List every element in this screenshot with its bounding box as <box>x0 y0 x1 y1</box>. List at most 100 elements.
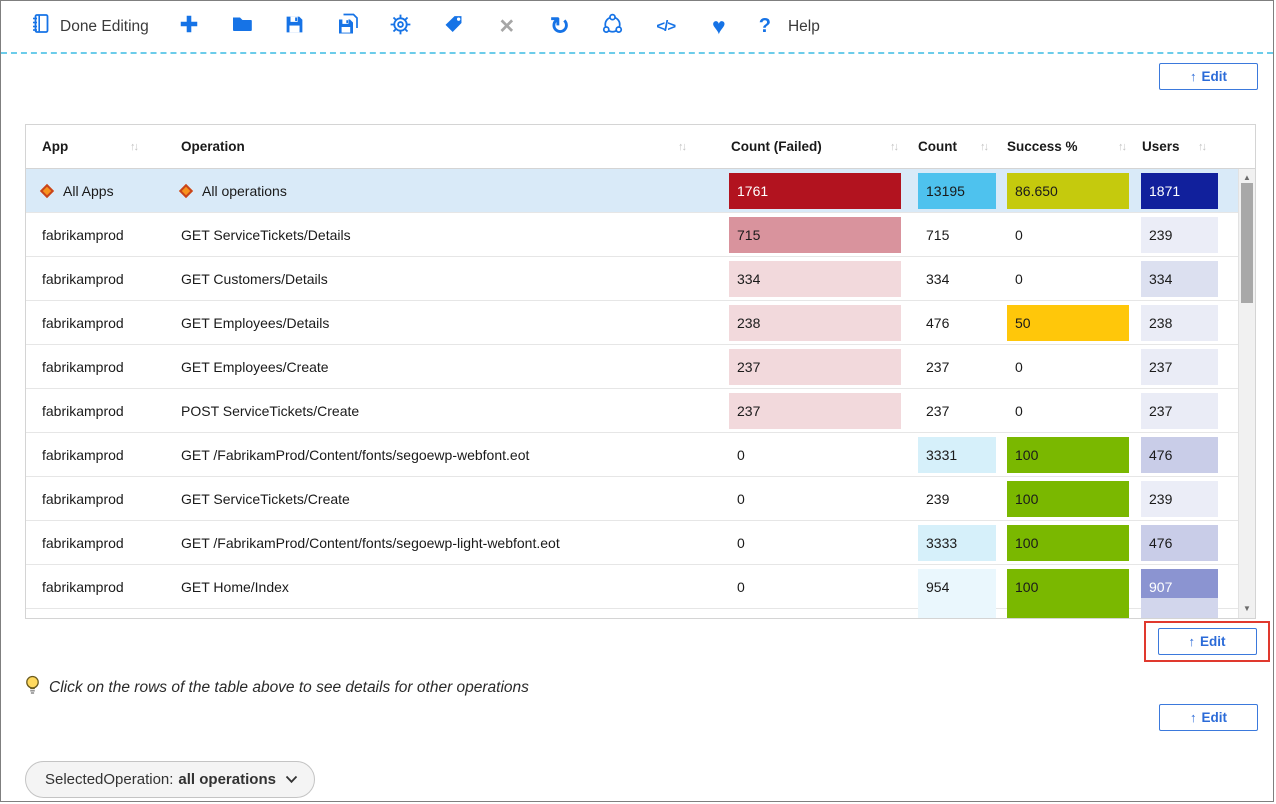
heatmap-bar: 0 <box>1015 402 1023 419</box>
open-button[interactable] <box>229 14 255 40</box>
sort-icon[interactable]: ↑↓ <box>130 140 139 153</box>
operation-cell: POST ServiceTickets/Create <box>167 389 721 432</box>
share-nodes-icon <box>601 13 624 41</box>
heatmap-bar: 715 <box>729 216 901 253</box>
edit-table-button[interactable]: ↑ Edit <box>1159 63 1258 90</box>
sort-icon[interactable]: ↑↓ <box>890 140 899 153</box>
table-scrollbar[interactable]: ▲ ▼ <box>1238 169 1255 618</box>
table-row[interactable]: fabrikamprod GET ServiceTickets/Details 71… <box>26 213 1255 257</box>
column-label: Count (Failed) <box>731 139 822 154</box>
settings-gear-icon <box>389 13 412 41</box>
success-cell: 0 <box>1001 389 1133 432</box>
save-as-button[interactable] <box>335 13 361 40</box>
settings-button[interactable] <box>388 14 414 40</box>
count-cell: 3331 <box>909 433 1001 476</box>
failed-cell: 0 <box>721 521 909 564</box>
scroll-down-icon[interactable]: ▼ <box>1243 604 1251 613</box>
app-label: fabrikamprod <box>42 402 124 419</box>
app-label: fabrikamprod <box>42 226 124 243</box>
edit-highlighted-button[interactable]: ↑ Edit <box>1157 628 1257 655</box>
table-row[interactable]: All Apps All operations 1761 13195 86.650 187… <box>26 169 1255 213</box>
app-cell: fabrikamprod <box>26 477 167 520</box>
heatmap-bar <box>918 597 996 618</box>
success-cell: 0 <box>1001 257 1133 300</box>
failed-cell: 237 <box>721 389 909 432</box>
favorite-button[interactable]: ♥ <box>706 14 732 40</box>
operations-table: App ↑↓ Operation ↑↓ Count (Failed) ↑↓ Count ↑↓ S… <box>25 124 1256 619</box>
app-label: fabrikamprod <box>42 358 124 375</box>
failed-cell: 334 <box>721 257 909 300</box>
table-row[interactable]: fabrikamprod GET ServiceTickets/Create 0 23… <box>26 477 1255 521</box>
save-icon <box>284 14 305 40</box>
heatmap-bar: 239 <box>1141 480 1218 517</box>
app-cell: fabrikamprod <box>26 521 167 564</box>
scrollbar-thumb[interactable] <box>1241 183 1253 303</box>
heatmap-bar: 3333 <box>918 524 996 561</box>
operation-label: GET Customers/Details <box>181 270 328 287</box>
success-cell: 0 <box>1001 345 1133 388</box>
count-cell: 237 <box>909 345 1001 388</box>
heatmap-bar: 0 <box>737 446 745 463</box>
tip-text-row: Click on the rows of the table above to … <box>25 675 529 701</box>
heatmap-bar: 476 <box>1141 436 1218 473</box>
refresh-button[interactable]: ↻ <box>547 14 573 40</box>
heatmap-bar: 0 <box>737 534 745 551</box>
column-header-operation[interactable]: Operation ↑↓ <box>167 125 721 168</box>
heatmap-bar: 100 <box>1007 436 1129 473</box>
app-cell: fabrikamprod <box>26 301 167 344</box>
users-cell: 476 <box>1133 521 1227 564</box>
chevron-down-icon <box>276 771 298 788</box>
column-header-app[interactable]: App ↑↓ <box>26 125 167 168</box>
count-cell: 237 <box>909 389 1001 432</box>
operation-cell: GET /FabrikamProd/Content/fonts/segoewp-… <box>167 521 721 564</box>
done-editing-button[interactable]: Done Editing <box>31 13 149 40</box>
table-row[interactable]: fabrikamprod GET /FabrikamProd/Content/fo… <box>26 433 1255 477</box>
app-label: fabrikamprod <box>42 270 124 287</box>
column-label: Operation <box>181 139 245 154</box>
app-cell: fabrikamprod <box>26 565 167 608</box>
sort-icon[interactable]: ↑↓ <box>980 140 989 153</box>
heatmap-bar: 237 <box>926 402 950 419</box>
advanced-editor-button[interactable]: </> <box>653 14 679 40</box>
app-label: fabrikamprod <box>42 314 124 331</box>
table-row[interactable]: fabrikamprod GET Employees/Create 237 237 0 2… <box>26 345 1255 389</box>
app-cell: fabrikamprod <box>26 389 167 432</box>
operation-label: GET /FabrikamProd/Content/fonts/segoewp-… <box>181 446 530 463</box>
edit-tip-section-button[interactable]: ↑ Edit <box>1159 704 1258 731</box>
operation-cell: GET Employees/Create <box>167 345 721 388</box>
tag-button[interactable] <box>441 14 467 40</box>
sort-icon[interactable]: ↑↓ <box>1198 140 1207 153</box>
heatmap-bar: 0 <box>1015 358 1023 375</box>
header-spacer <box>1227 125 1255 168</box>
add-button[interactable] <box>176 14 202 40</box>
discard-button[interactable]: × <box>494 14 520 40</box>
column-header-count[interactable]: Count ↑↓ <box>909 125 1001 168</box>
sort-icon[interactable]: ↑↓ <box>678 140 687 153</box>
table-row[interactable]: fabrikamprod GET /FabrikamProd/Content/fo… <box>26 521 1255 565</box>
heatmap-bar: 1761 <box>729 172 901 209</box>
column-header-count-failed[interactable]: Count (Failed) ↑↓ <box>721 125 909 168</box>
table-row[interactable] <box>26 597 1255 618</box>
heatmap-bar: 239 <box>1141 216 1218 253</box>
scroll-up-icon[interactable]: ▲ <box>1243 173 1251 182</box>
heatmap-bar: 238 <box>729 304 901 341</box>
table-row[interactable]: fabrikamprod POST ServiceTickets/Create 23… <box>26 389 1255 433</box>
column-header-users[interactable]: Users ↑↓ <box>1133 125 1227 168</box>
app-label: fabrikamprod <box>42 490 124 507</box>
column-header-success[interactable]: Success % ↑↓ <box>1001 125 1133 168</box>
heatmap-bar: 237 <box>729 348 901 385</box>
heatmap-bar: 86.650 <box>1007 172 1129 209</box>
share-button[interactable] <box>600 13 626 41</box>
save-button[interactable] <box>282 14 308 40</box>
table-row[interactable]: fabrikamprod GET Customers/Details 334 334 0… <box>26 257 1255 301</box>
selected-operation-dropdown[interactable]: SelectedOperation: all operations <box>25 761 315 798</box>
table-row[interactable]: fabrikamprod GET Employees/Details 238 476 5… <box>26 301 1255 345</box>
sort-icon[interactable]: ↑↓ <box>1118 140 1127 153</box>
count-cell: 239 <box>909 477 1001 520</box>
heatmap-bar: 13195 <box>918 172 996 209</box>
help-button[interactable]: ? Help <box>759 15 820 38</box>
users-cell <box>1133 597 1227 618</box>
app-cell: fabrikamprod <box>26 345 167 388</box>
success-cell: 50 <box>1001 301 1133 344</box>
annotation-highlight-box: ↑ Edit <box>1144 621 1270 662</box>
